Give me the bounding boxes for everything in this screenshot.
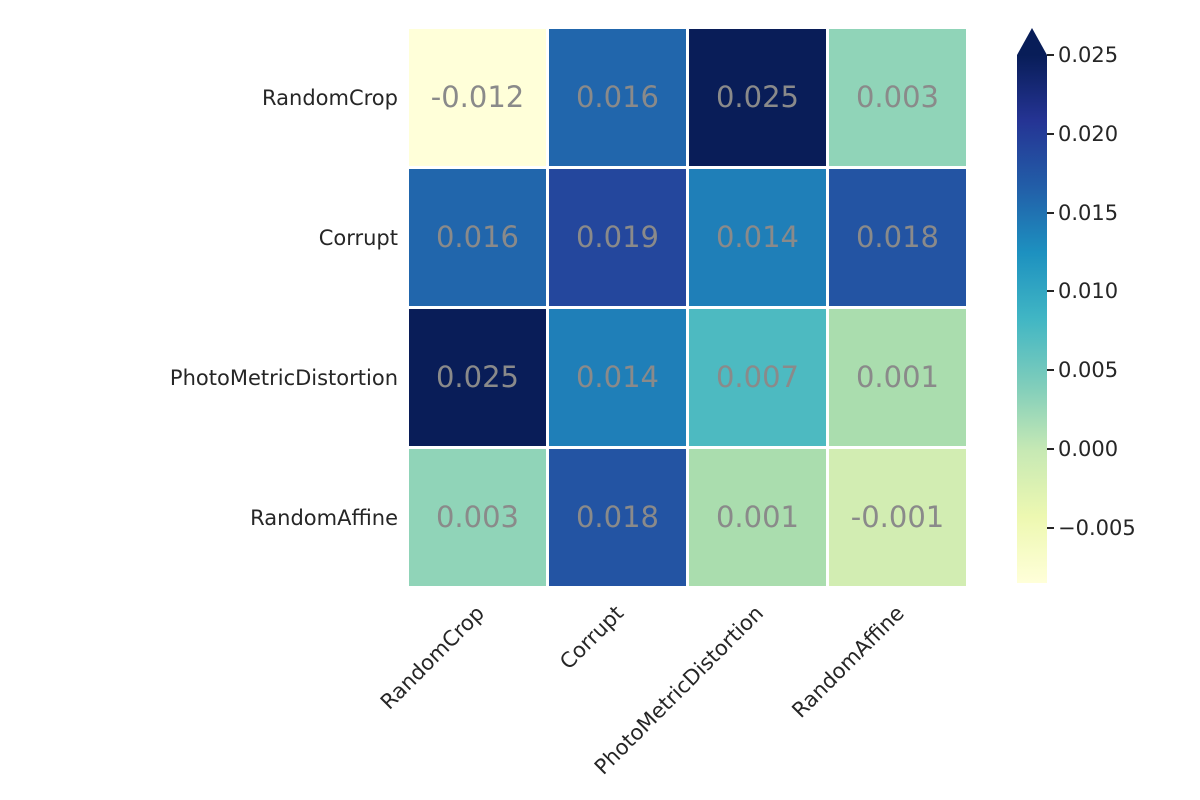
colorbar-tick-label: 0.025 <box>1058 43 1119 67</box>
heatmap-cell: -0.012 <box>409 29 546 166</box>
x-tick-label: RandomAffine <box>786 601 909 723</box>
heatmap-cell: 0.007 <box>689 309 826 446</box>
colorbar-tick-mark <box>1047 290 1054 293</box>
colorbar-tick-mark <box>1047 526 1054 529</box>
y-tick-label: PhotoMetricDistortion <box>169 365 398 390</box>
heatmap-cell: 0.018 <box>829 169 966 306</box>
colorbar-tick-label: 0.020 <box>1058 121 1119 146</box>
colorbar-tick-mark <box>1047 448 1054 450</box>
heatmap-grid: -0.012 0.016 0.025 0.003 0.016 0.019 0.014 0.01… <box>409 29 966 586</box>
colorbar-tick-mark <box>1047 54 1054 56</box>
colorbar-tick-label: 0.015 <box>1058 200 1119 225</box>
heatmap-cell: 0.001 <box>689 449 826 586</box>
colorbar-tick-label: 0.005 <box>1058 358 1119 383</box>
colorbar-tick-mark <box>1047 211 1054 214</box>
colorbar-extend-arrow <box>1017 28 1047 55</box>
heatmap-cell: 0.001 <box>829 309 966 446</box>
heatmap-cell: 0.014 <box>689 169 826 306</box>
heatmap-cell: 0.025 <box>689 29 826 166</box>
heatmap-cell: 0.003 <box>409 449 546 586</box>
heatmap-cell: -0.001 <box>829 449 966 586</box>
heatmap-cell: 0.014 <box>549 309 686 446</box>
heatmap-cell: 0.016 <box>409 169 546 306</box>
heatmap-cell: 0.019 <box>549 169 686 306</box>
heatmap-cell: 0.018 <box>549 449 686 586</box>
colorbar-tick-label: −0.005 <box>1058 515 1136 540</box>
colorbar-tick-mark <box>1047 369 1054 372</box>
heatmap-cell: 0.003 <box>829 29 966 166</box>
y-tick-label: RandomAffine <box>250 505 398 530</box>
colorbar-tick-mark <box>1047 132 1054 135</box>
x-tick-label: Corrupt <box>555 601 629 675</box>
y-tick-label: Corrupt <box>318 225 398 250</box>
x-tick-label: RandomCrop <box>375 601 489 715</box>
heatmap-cell: 0.025 <box>409 309 546 446</box>
colorbar-tick-label: 0.000 <box>1058 437 1119 461</box>
y-tick-label: RandomCrop <box>262 85 398 110</box>
colorbar-tick-label: 0.010 <box>1058 279 1119 304</box>
colorbar <box>1017 55 1047 583</box>
heatmap-cell: 0.016 <box>549 29 686 166</box>
